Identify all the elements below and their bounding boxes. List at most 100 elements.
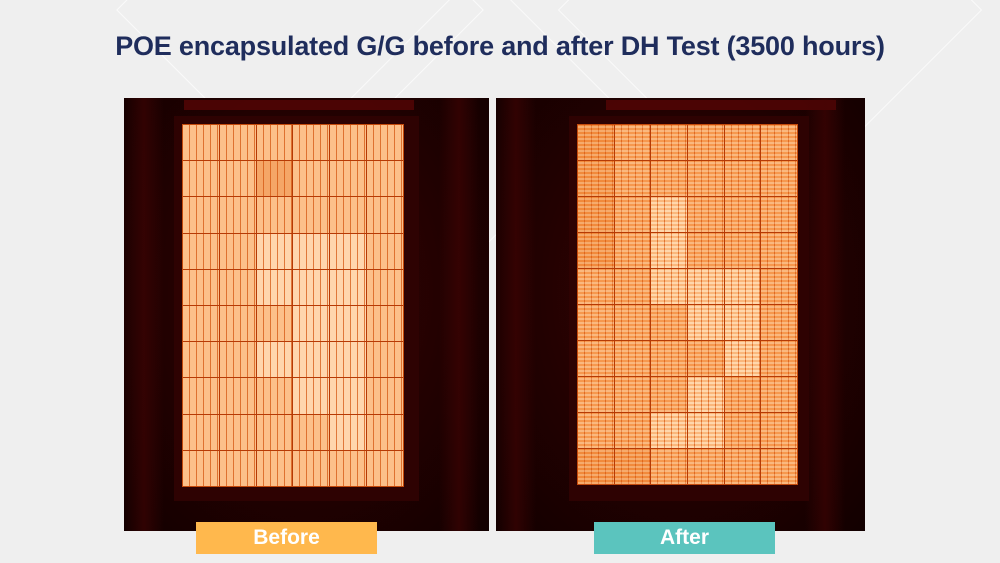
solar-cell <box>183 414 219 450</box>
solar-cell <box>651 161 687 196</box>
solar-cell <box>724 377 761 412</box>
solar-cell <box>688 305 724 340</box>
solar-cell <box>651 413 687 448</box>
solar-cell <box>614 413 651 448</box>
solar-cell <box>367 378 403 414</box>
solar-cell <box>256 269 293 305</box>
solar-cell <box>614 341 651 376</box>
solar-cell <box>688 269 724 304</box>
solar-cell <box>578 197 614 232</box>
solar-cell <box>367 269 403 305</box>
solar-cell <box>219 161 256 197</box>
solar-cell <box>293 414 330 450</box>
solar-cell <box>724 197 761 232</box>
solar-cell <box>761 449 797 484</box>
after-caption: After <box>594 522 775 554</box>
solar-cell <box>651 125 687 160</box>
solar-cell <box>614 449 651 484</box>
solar-cell <box>761 305 797 340</box>
solar-cell <box>578 269 614 304</box>
solar-cell <box>578 377 614 412</box>
before-el-image <box>124 98 489 531</box>
solar-cell <box>183 450 219 486</box>
solar-cell <box>578 233 614 268</box>
solar-cell <box>614 233 651 268</box>
solar-cell <box>256 161 293 197</box>
solar-cell <box>761 161 797 196</box>
solar-cell <box>578 161 614 196</box>
solar-cell <box>688 125 724 160</box>
solar-cell <box>688 377 724 412</box>
solar-cell <box>219 450 256 486</box>
solar-cell <box>761 377 797 412</box>
module-frame-top <box>184 100 414 110</box>
solar-cell <box>256 342 293 378</box>
solar-cell <box>578 449 614 484</box>
module-frame-top <box>606 100 836 110</box>
solar-cell <box>183 342 219 378</box>
solar-cell <box>367 161 403 197</box>
solar-cell <box>293 269 330 305</box>
solar-cell <box>256 378 293 414</box>
solar-cell <box>219 125 256 161</box>
solar-cell <box>256 414 293 450</box>
solar-cell <box>761 233 797 268</box>
solar-cell <box>293 161 330 197</box>
solar-cell <box>293 233 330 269</box>
solar-cell <box>219 233 256 269</box>
solar-cell <box>330 197 367 233</box>
solar-cell <box>293 125 330 161</box>
solar-cell <box>219 269 256 305</box>
solar-cell <box>724 161 761 196</box>
solar-cell <box>330 342 367 378</box>
solar-cell <box>651 233 687 268</box>
solar-cell <box>367 450 403 486</box>
solar-cell <box>219 306 256 342</box>
solar-cell <box>367 233 403 269</box>
solar-cell <box>367 125 403 161</box>
solar-cell <box>293 342 330 378</box>
solar-cell <box>330 269 367 305</box>
solar-cell <box>614 161 651 196</box>
solar-cell <box>724 341 761 376</box>
solar-cell <box>330 161 367 197</box>
solar-cell <box>256 197 293 233</box>
solar-cell <box>688 197 724 232</box>
solar-cell <box>614 197 651 232</box>
solar-cell <box>688 161 724 196</box>
solar-cell <box>219 342 256 378</box>
solar-cell <box>293 450 330 486</box>
solar-cell <box>614 125 651 160</box>
solar-cell-grid <box>577 124 798 485</box>
solar-cell <box>219 378 256 414</box>
solar-cell <box>330 450 367 486</box>
solar-cell <box>761 197 797 232</box>
solar-cell <box>724 125 761 160</box>
solar-cell <box>578 413 614 448</box>
solar-cell <box>651 269 687 304</box>
solar-cell <box>724 449 761 484</box>
solar-cell <box>688 449 724 484</box>
solar-cell <box>724 233 761 268</box>
solar-cell <box>651 449 687 484</box>
solar-cell <box>614 377 651 412</box>
side-glow <box>439 98 479 531</box>
solar-cell <box>761 269 797 304</box>
solar-cell <box>183 197 219 233</box>
solar-cell <box>183 233 219 269</box>
solar-cell <box>724 413 761 448</box>
solar-cell <box>183 125 219 161</box>
solar-cell <box>256 233 293 269</box>
solar-cell <box>330 306 367 342</box>
solar-cell <box>651 305 687 340</box>
solar-cell <box>724 305 761 340</box>
solar-cell <box>256 125 293 161</box>
solar-cell <box>293 197 330 233</box>
solar-cell <box>688 413 724 448</box>
solar-cell <box>578 305 614 340</box>
solar-cell <box>293 378 330 414</box>
solar-cell <box>219 414 256 450</box>
solar-cell <box>761 341 797 376</box>
slide-title: POE encapsulated G/G before and after DH… <box>115 31 885 61</box>
solar-cell <box>183 161 219 197</box>
